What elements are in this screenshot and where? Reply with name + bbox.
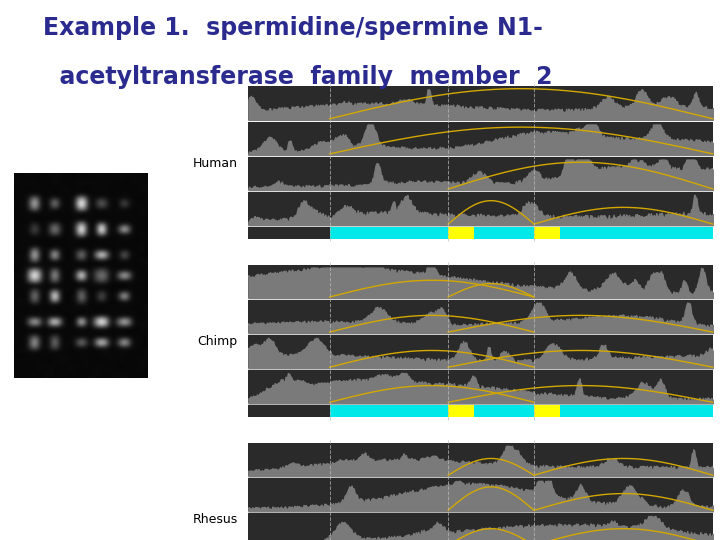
Bar bbox=[448, 405, 474, 417]
Bar bbox=[448, 227, 474, 239]
Bar bbox=[559, 405, 713, 417]
Bar bbox=[248, 122, 713, 155]
Text: Example 1.  spermidine/spermine N1-: Example 1. spermidine/spermine N1- bbox=[43, 16, 543, 40]
Bar bbox=[474, 405, 534, 417]
Bar bbox=[248, 227, 713, 239]
Text: acetyltransferase  family  member  2: acetyltransferase family member 2 bbox=[43, 65, 553, 89]
Bar bbox=[248, 513, 713, 540]
Bar bbox=[248, 443, 713, 476]
Bar bbox=[474, 227, 534, 239]
Bar bbox=[248, 370, 713, 403]
Bar bbox=[248, 478, 713, 511]
Bar bbox=[248, 86, 713, 120]
Text: Chimp: Chimp bbox=[197, 335, 238, 348]
Bar bbox=[248, 157, 713, 190]
Bar bbox=[534, 405, 559, 417]
Bar bbox=[330, 227, 448, 239]
Text: Human: Human bbox=[192, 157, 238, 170]
Bar bbox=[559, 227, 713, 239]
Bar bbox=[248, 300, 713, 333]
Bar bbox=[248, 265, 713, 298]
Bar bbox=[330, 405, 448, 417]
Bar bbox=[248, 192, 713, 225]
Bar bbox=[534, 227, 559, 239]
Bar bbox=[248, 335, 713, 368]
Bar bbox=[248, 405, 713, 417]
Text: Rhesus: Rhesus bbox=[192, 513, 238, 526]
